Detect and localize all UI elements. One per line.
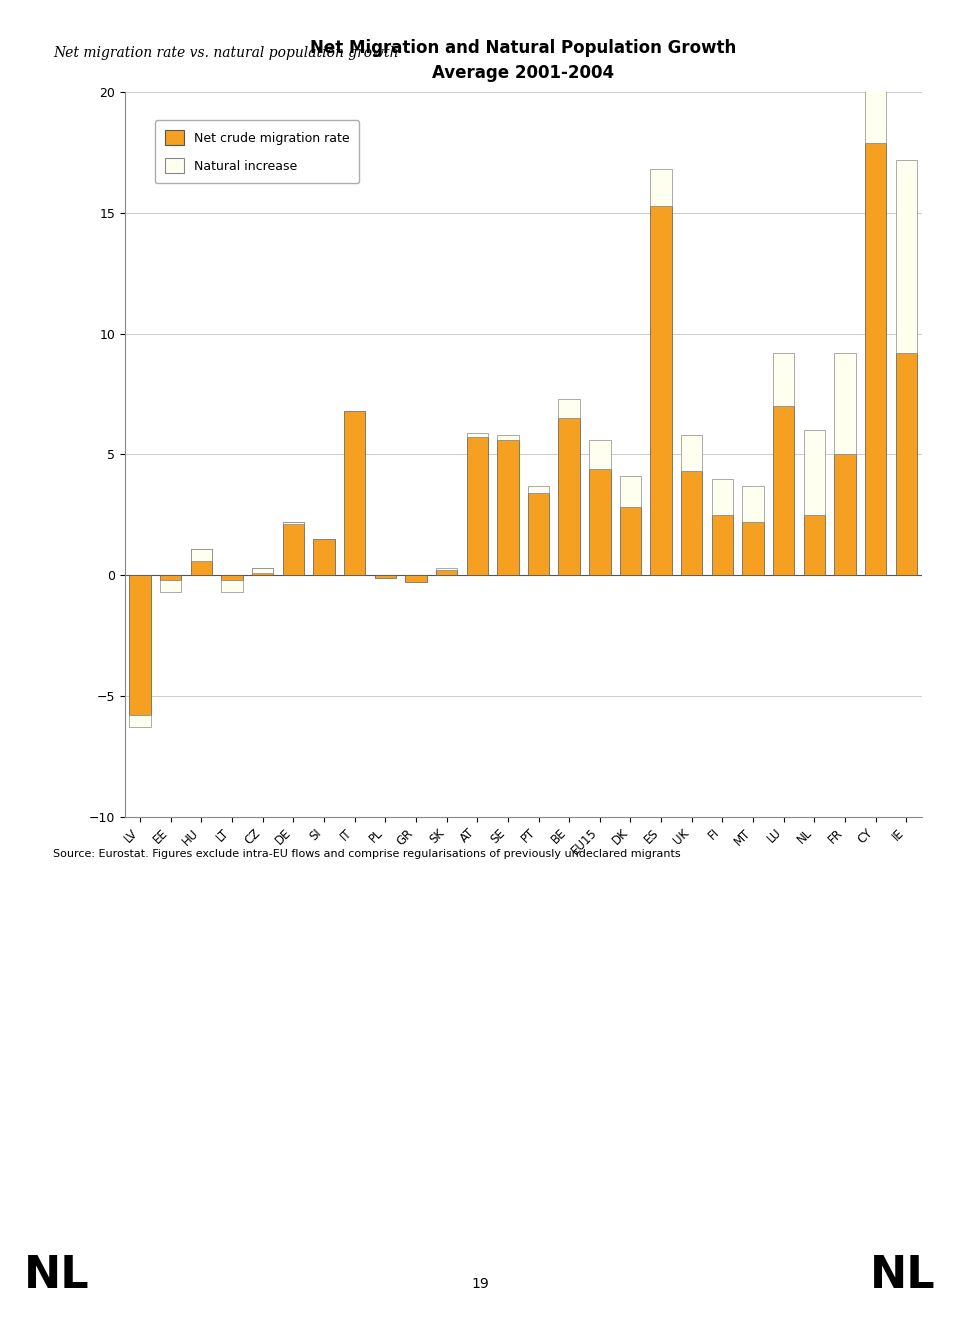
Text: 19: 19	[471, 1276, 489, 1291]
Bar	[130, 576, 151, 715]
Bar	[711, 515, 733, 576]
Bar	[865, 41, 886, 142]
Bar	[834, 353, 855, 454]
Bar	[528, 493, 549, 576]
Bar	[773, 406, 795, 576]
Bar	[467, 432, 488, 437]
Bar	[865, 142, 886, 576]
Title: Net Migration and Natural Population Growth
Average 2001-2004: Net Migration and Natural Population Gro…	[310, 40, 736, 82]
Bar	[559, 417, 580, 576]
Bar	[130, 715, 151, 727]
Bar	[620, 507, 641, 576]
Text: Net migration rate vs. natural population growth: Net migration rate vs. natural populatio…	[53, 46, 398, 61]
Bar	[497, 435, 518, 440]
Bar	[742, 486, 764, 522]
Bar	[834, 454, 855, 576]
Bar	[528, 486, 549, 493]
Bar	[436, 568, 457, 570]
Text: Source: Eurostat. Figures exclude intra-EU flows and comprise regularisations of: Source: Eurostat. Figures exclude intra-…	[53, 849, 681, 860]
Bar	[589, 440, 611, 469]
Bar	[650, 170, 672, 205]
Text: NL: NL	[24, 1254, 89, 1297]
Bar	[711, 478, 733, 515]
Bar	[282, 522, 304, 576]
Bar	[191, 548, 212, 576]
Bar	[681, 471, 703, 576]
Text: NL: NL	[871, 1254, 936, 1297]
Bar	[589, 469, 611, 576]
Bar	[374, 576, 396, 577]
Bar	[773, 353, 795, 406]
Bar	[742, 522, 764, 576]
Bar	[681, 435, 703, 471]
Bar	[344, 411, 366, 576]
Bar	[436, 570, 457, 576]
Bar	[222, 576, 243, 579]
Bar	[896, 159, 917, 353]
Bar	[620, 475, 641, 507]
Bar	[160, 576, 181, 579]
Bar	[191, 548, 212, 561]
Bar	[896, 353, 917, 576]
Bar	[467, 437, 488, 576]
Bar	[804, 431, 825, 515]
Bar	[160, 579, 181, 591]
Bar	[405, 576, 426, 582]
Bar	[559, 399, 580, 417]
Bar	[282, 522, 304, 524]
Bar	[313, 539, 335, 576]
Bar	[497, 440, 518, 576]
Legend: Net crude migration rate, Natural increase: Net crude migration rate, Natural increa…	[155, 120, 359, 183]
Bar	[650, 205, 672, 576]
Bar	[222, 579, 243, 591]
Bar	[804, 515, 825, 576]
Bar	[252, 568, 274, 573]
Bar	[252, 568, 274, 576]
